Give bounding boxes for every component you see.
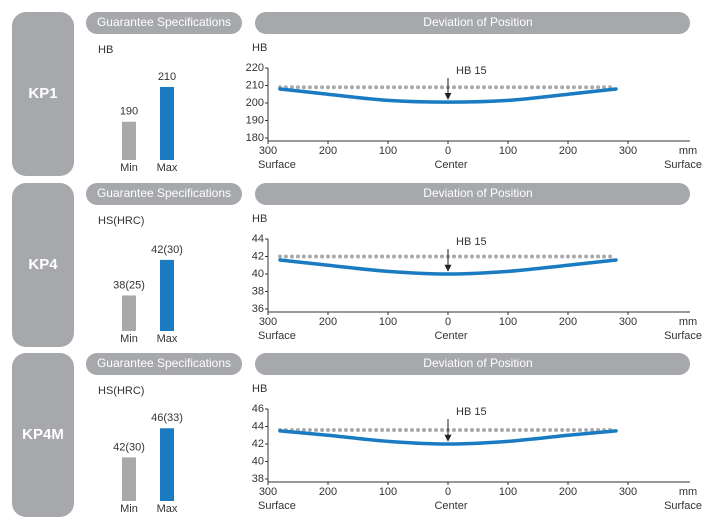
value-label: 38(25) [113,279,145,291]
deviation-line [278,258,618,276]
x-tick-label: 100 [379,145,397,157]
x-caption: Surface [664,330,702,342]
y-tick-label: 210 [246,79,264,91]
category-label: Max [157,503,178,515]
unit-label: HS(HRC) [98,215,144,227]
category-label: Max [157,162,178,174]
y-axis-label: HB [252,42,267,54]
header-pill [86,183,242,205]
panel-title: Guarantee Specifications [97,186,231,200]
row-tab [12,12,74,176]
y-tick-label: 42 [252,250,264,262]
y-axis-label: HB [252,213,267,225]
bar [122,295,136,331]
x-tick-label: 0 [445,316,451,328]
x-caption: Surface [258,500,296,512]
x-tick-label: 200 [559,145,577,157]
bar [160,259,174,331]
bar [122,121,136,160]
x-caption: Surface [258,159,296,171]
x-tick-label: 100 [499,316,517,328]
header-pill [255,183,690,205]
y-tick-label: 40 [252,268,264,280]
x-caption: Center [434,330,467,342]
x-tick-label: 300 [259,145,277,157]
x-tick-label: 300 [259,486,277,498]
y-tick-label: 44 [252,233,264,245]
x-tick-label: 0 [445,145,451,157]
y-axis-label: HB [252,383,267,395]
x-tick-label: 100 [379,486,397,498]
row-tab [12,353,74,517]
y-tick-label: 200 [246,97,264,109]
x-tick-label: 200 [319,486,337,498]
y-tick-label: 36 [252,303,264,315]
header-pill [255,12,690,34]
panel-title: Deviation of Position [423,15,532,29]
value-label: 46(33) [151,412,183,424]
x-caption: Surface [258,330,296,342]
x-caption: Surface [664,500,702,512]
x-tick-label: 100 [499,486,517,498]
bar [122,457,136,501]
category-label: Max [157,333,178,345]
x-tick-label: 100 [499,145,517,157]
value-label: 42(30) [151,244,183,256]
panel-title: Guarantee Specifications [97,356,231,370]
x-unit: mm [679,486,697,498]
row-label: KP1 [28,85,57,102]
y-tick-label: 38 [252,285,264,297]
header-pill [86,353,242,375]
y-tick-label: 38 [252,473,264,485]
y-tick-label: 180 [246,132,264,144]
category-label: Min [120,333,138,345]
bar [160,86,174,160]
y-tick-label: 46 [252,403,264,415]
deviation-line [278,429,618,446]
bar [160,428,174,501]
panel-title: Deviation of Position [423,186,532,200]
annotation-text: HB 15 [456,236,487,248]
x-unit: mm [679,145,697,157]
x-caption: Surface [664,159,702,171]
y-tick-label: 40 [252,455,264,467]
x-tick-label: 200 [559,486,577,498]
row-label: KP4M [22,426,64,443]
y-tick-label: 190 [246,114,264,126]
x-tick-label: 200 [559,316,577,328]
annotation-text: HB 15 [456,406,487,418]
panel-title: Guarantee Specifications [97,15,231,29]
x-tick-label: 200 [319,316,337,328]
annotation-text: HB 15 [456,65,487,77]
x-caption: Center [434,500,467,512]
category-label: Min [120,503,138,515]
deviation-line [278,87,618,104]
x-tick-label: 300 [619,316,637,328]
row-label: KP4 [28,256,58,273]
x-tick-label: 300 [619,145,637,157]
y-tick-label: 220 [246,62,264,74]
x-tick-label: 300 [259,316,277,328]
x-tick-label: 200 [319,145,337,157]
x-tick-label: 300 [619,486,637,498]
value-label: 190 [120,106,138,118]
y-tick-label: 42 [252,438,264,450]
row-tab [12,183,74,347]
unit-label: HB [98,44,113,56]
x-caption: Center [434,159,467,171]
x-tick-label: 0 [445,486,451,498]
value-label: 42(30) [113,441,145,453]
panel-title: Deviation of Position [423,356,532,370]
unit-label: HS(HRC) [98,385,144,397]
value-label: 210 [158,71,176,83]
x-tick-label: 100 [379,316,397,328]
category-label: Min [120,162,138,174]
x-unit: mm [679,316,697,328]
header-pill [86,12,242,34]
y-tick-label: 44 [252,420,264,432]
header-pill [255,353,690,375]
